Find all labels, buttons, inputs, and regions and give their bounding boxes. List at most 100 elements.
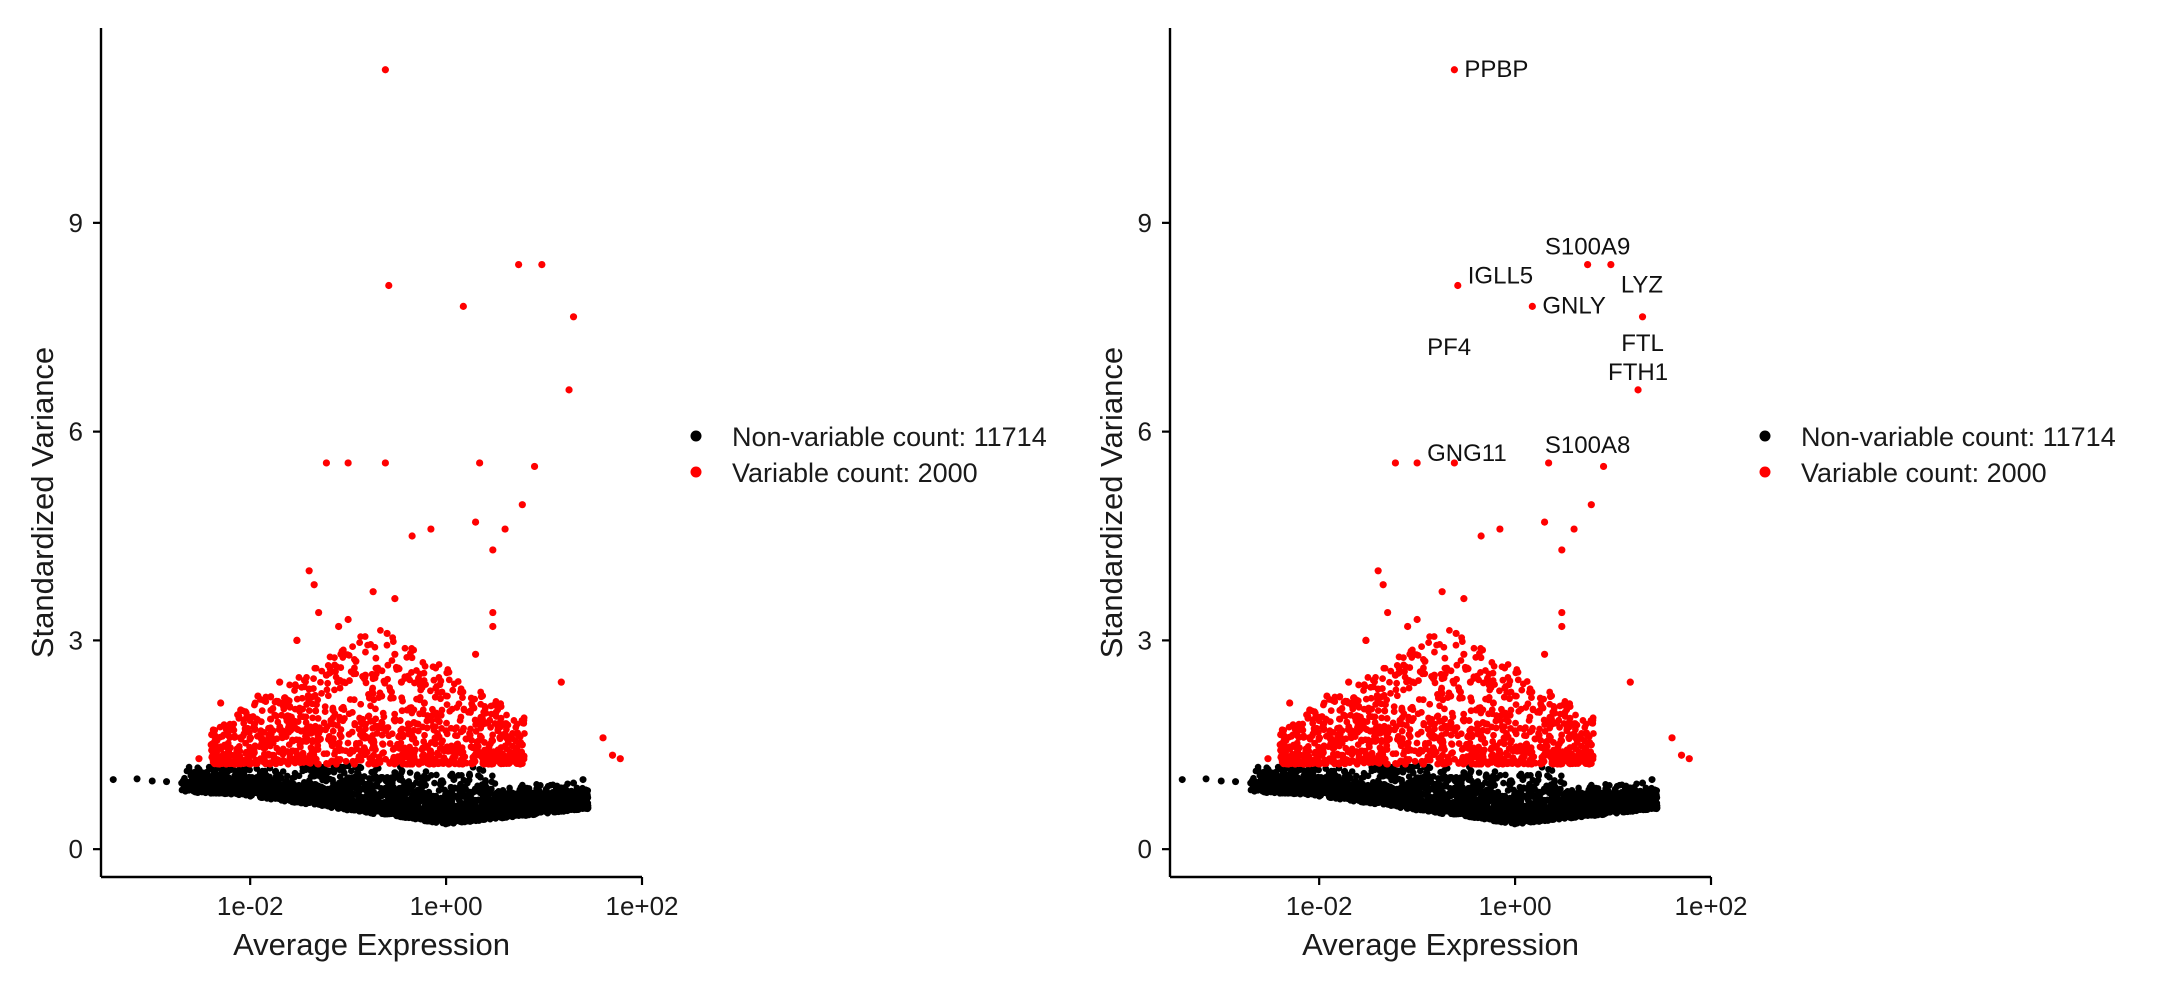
- non-variable-point: [465, 806, 472, 814]
- variable-point: [569, 313, 578, 321]
- non-variable-point: [427, 801, 435, 809]
- non-variable-point: [575, 795, 582, 802]
- variable-point: [427, 687, 434, 695]
- variable-point: [435, 661, 443, 668]
- variable-point: [329, 727, 337, 735]
- variable-point: [365, 760, 373, 768]
- variable-point: [412, 720, 421, 728]
- non-variable-point: [207, 774, 215, 782]
- variable-point: [427, 525, 435, 533]
- variable-point: [460, 724, 467, 732]
- variable-point: [442, 727, 450, 735]
- variable-point: [315, 760, 322, 768]
- non-variable-point: [210, 789, 217, 797]
- non-variable-point: [315, 765, 323, 773]
- variable-point: [314, 746, 322, 753]
- variable-point: [462, 735, 470, 743]
- non-variable-point: [450, 776, 458, 784]
- legend-label-non-variable: Non-variable count: 11714: [732, 422, 1047, 452]
- variable-point: [292, 682, 300, 690]
- variable-point: [335, 622, 343, 631]
- variable-point: [246, 717, 254, 725]
- variable-point: [220, 731, 228, 739]
- variable-point: [401, 673, 409, 681]
- variable-point: [326, 653, 334, 661]
- non-variable-point: [459, 814, 467, 821]
- variable-point: [310, 581, 318, 589]
- variable-point: [314, 696, 322, 704]
- variable-point: [383, 629, 391, 638]
- non-variable-point: [325, 768, 332, 776]
- variable-point: [293, 695, 301, 703]
- variable-point: [260, 754, 268, 762]
- variable-point: [419, 710, 427, 718]
- variable-point: [314, 715, 322, 722]
- variable-point: [388, 657, 396, 664]
- variable-point: [361, 751, 369, 759]
- non-variable-point: [357, 764, 365, 772]
- variable-point: [488, 736, 496, 744]
- variable-point: [397, 678, 406, 686]
- legend-swatch-variable: [690, 466, 702, 478]
- variable-point: [216, 758, 224, 766]
- variable-point: [423, 717, 431, 725]
- variable-point: [320, 750, 328, 758]
- variable-point: [276, 678, 284, 686]
- variable-point: [348, 708, 356, 716]
- non-variable-point: [489, 772, 496, 780]
- variable-point: [381, 679, 389, 687]
- variable-point: [349, 747, 357, 755]
- non-variable-point: [413, 812, 421, 820]
- variable-point: [257, 727, 265, 735]
- variable-point: [313, 729, 321, 737]
- non-variable-point: [472, 803, 480, 811]
- variable-point: [225, 732, 233, 739]
- non-variable-point: [203, 779, 210, 787]
- non-variable-point: [217, 789, 224, 797]
- variable-point: [457, 713, 465, 721]
- variable-point: [443, 701, 451, 709]
- non-variable-point: [488, 778, 496, 786]
- variable-point: [322, 459, 331, 467]
- variable-point: [386, 740, 394, 747]
- variable-point: [305, 707, 313, 715]
- variable-point: [510, 717, 518, 724]
- variable-point: [297, 757, 305, 765]
- non-variable-point: [385, 779, 392, 786]
- variable-point: [437, 759, 445, 767]
- variable-point: [442, 692, 450, 700]
- non-variable-point: [335, 800, 343, 808]
- variable-point: [376, 626, 384, 634]
- variable-point: [331, 750, 338, 758]
- variable-point: [463, 759, 470, 767]
- non-variable-point: [310, 787, 317, 795]
- non-variable-point: [486, 813, 493, 821]
- non-variable-point: [406, 769, 414, 776]
- non-variable-point: [260, 787, 268, 795]
- non-variable-point: [431, 779, 438, 787]
- variable-point: [421, 731, 428, 739]
- variable-point: [408, 668, 415, 676]
- variable-point: [443, 719, 450, 727]
- variable-point: [422, 681, 429, 688]
- non-variable-point: [579, 776, 587, 784]
- non-variable-point: [573, 784, 581, 792]
- non-variable-point: [408, 786, 416, 794]
- non-variable-point: [374, 799, 381, 807]
- non-variable-point: [494, 799, 502, 807]
- variable-point: [453, 704, 461, 711]
- variable-point: [361, 633, 369, 640]
- variable-point: [223, 725, 231, 733]
- variable-point: [331, 661, 339, 669]
- non-variable-point: [293, 792, 301, 800]
- variable-point: [378, 718, 386, 726]
- non-variable-point: [343, 791, 350, 799]
- legend-swatch-non-variable: [690, 430, 702, 442]
- non-variable-point: [552, 808, 559, 815]
- variable-point: [410, 752, 417, 760]
- variable-point: [310, 751, 318, 759]
- variable-point: [426, 747, 434, 755]
- non-variable-point: [390, 800, 397, 807]
- variable-point: [282, 758, 289, 765]
- variable-point: [272, 760, 280, 768]
